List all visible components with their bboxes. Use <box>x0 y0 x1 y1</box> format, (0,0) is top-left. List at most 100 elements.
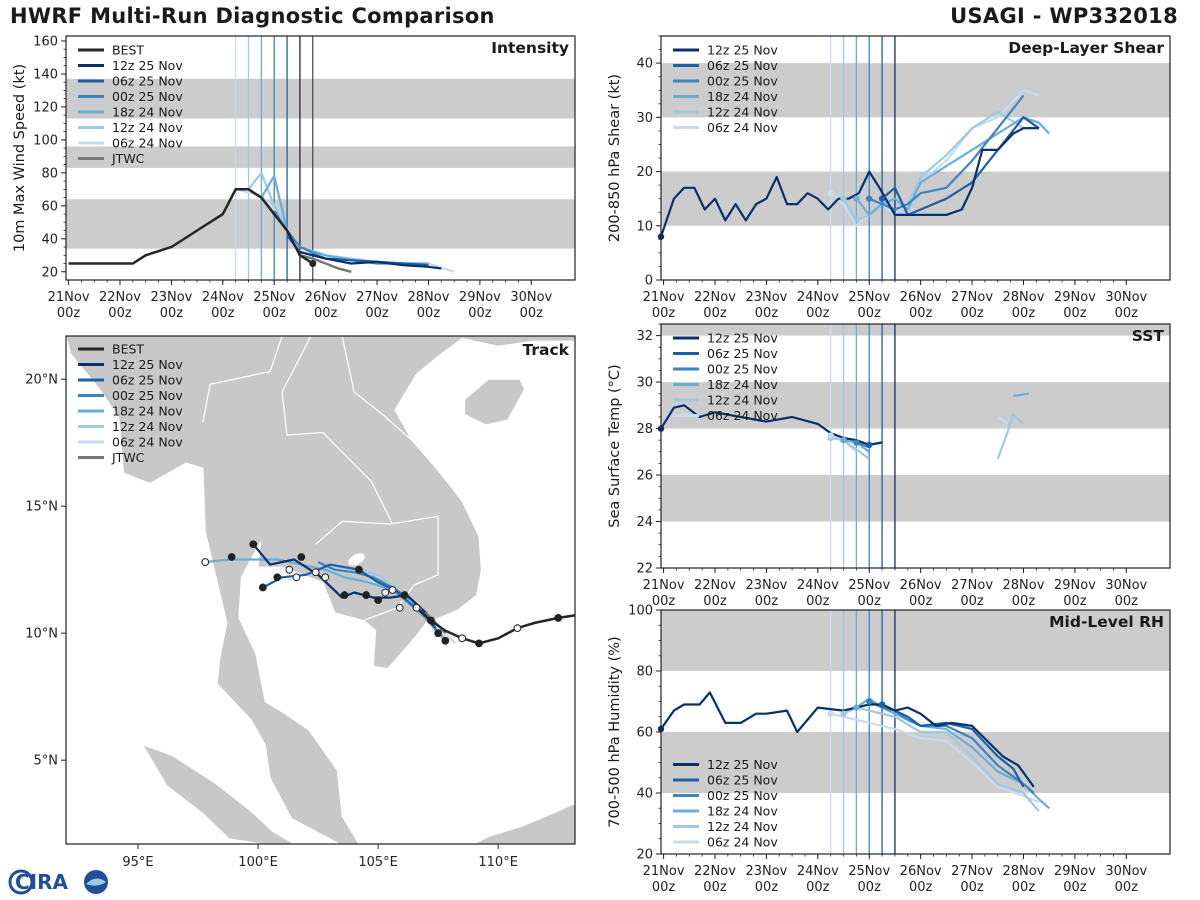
x-tick-label-hour: 00z <box>160 306 184 321</box>
shaded-band <box>66 146 575 168</box>
x-tick-label-hour: 00z <box>960 594 984 609</box>
x-tick-label-hour: 00z <box>1115 880 1139 895</box>
y-tick-label: 20 <box>41 265 58 280</box>
y-tick-label: 120 <box>33 100 58 115</box>
x-tick-label-date: 29Nov <box>1054 578 1096 593</box>
x-tick-label-date: 25Nov <box>848 578 890 593</box>
series-line <box>997 416 1009 425</box>
x-tick-label-date: 25Nov <box>253 290 295 305</box>
legend-label: 12z 24 Nov <box>707 105 778 120</box>
x-tick-label-hour: 00z <box>909 306 933 321</box>
legend-label: 12z 25 Nov <box>112 58 183 73</box>
y-tick-label: 60 <box>636 726 653 741</box>
x-tick-label-date: 28Nov <box>1003 578 1045 593</box>
x-tick-label-date: 26Nov <box>900 290 942 305</box>
best-track-marker <box>427 616 435 625</box>
run-init-point <box>840 710 847 717</box>
run-init-point <box>853 704 860 711</box>
x-tick-label-hour: 00z <box>652 594 676 609</box>
track-marker <box>412 603 421 612</box>
x-tick-label-date: 22Nov <box>99 290 141 305</box>
x-tick-label: 110°E <box>478 855 518 870</box>
x-tick-label-date: 27Nov <box>951 864 993 879</box>
legend-label: 12z 24 Nov <box>707 393 778 408</box>
x-tick-label-date: 26Nov <box>900 864 942 879</box>
x-tick-label-date: 28Nov <box>408 290 450 305</box>
best-track-line <box>68 188 314 265</box>
x-tick-label: 95°E <box>122 855 153 870</box>
x-tick-label-date: 21Nov <box>643 578 685 593</box>
legend-label: 06z 25 Nov <box>112 74 183 89</box>
legend-label: 06z 25 Nov <box>112 373 183 388</box>
x-tick-label-date: 22Nov <box>694 290 736 305</box>
x-tick-label-date: 27Nov <box>951 578 993 593</box>
series-line <box>996 412 1025 460</box>
run-init-point <box>827 190 834 197</box>
x-tick-label-hour: 00z <box>1012 594 1036 609</box>
run-init-point <box>866 698 873 705</box>
track-marker <box>340 591 349 599</box>
lake-tonle-sap <box>348 553 365 566</box>
x-tick-label-hour: 00z <box>108 306 132 321</box>
legend-label: 00z 25 Nov <box>707 74 778 89</box>
y-tick-label: 140 <box>33 67 58 82</box>
legend-label: 00z 25 Nov <box>112 388 183 403</box>
track-marker <box>355 565 363 574</box>
x-tick-label: 105°E <box>358 855 398 870</box>
plot-frame <box>65 35 576 281</box>
track-marker <box>441 636 450 645</box>
x-tick-label-hour: 00z <box>960 880 984 895</box>
x-tick-label-hour: 00z <box>1115 594 1139 609</box>
track-marker <box>285 565 294 574</box>
series-line <box>868 94 1025 211</box>
series-line <box>1013 392 1029 398</box>
legend-label: 18z 24 Nov <box>112 105 183 120</box>
track-marker <box>362 591 371 599</box>
x-tick-label-hour: 00z <box>806 594 830 609</box>
track-marker <box>273 573 282 582</box>
y-axis-label: 200-850 hPa Shear (kt) <box>607 74 623 242</box>
y-tick-label: 60 <box>41 199 58 214</box>
series-line <box>868 700 1035 794</box>
best-current-point <box>309 260 317 268</box>
y-tick-label: 10°N <box>25 627 58 642</box>
x-tick-label-date: 30Nov <box>1105 864 1147 879</box>
y-tick-label: 100 <box>628 604 653 619</box>
y-axis-label: 700-500 hPa Humidity (%) <box>607 636 623 827</box>
x-tick-label-hour: 00z <box>1012 880 1036 895</box>
track-marker <box>400 591 409 599</box>
intensity-panel: 2040608010012014016021Nov00z22Nov00z23No… <box>12 34 576 321</box>
run-init-point <box>878 701 886 708</box>
rh-panel: 2040608010021Nov00z22Nov00z23Nov00z24Nov… <box>607 604 1171 895</box>
country-border <box>341 335 413 441</box>
run-init-point <box>866 195 873 202</box>
y-tick-label: 160 <box>33 34 58 49</box>
x-tick-label-date: 21Nov <box>643 864 685 879</box>
legend-label: 12z 25 Nov <box>707 331 778 346</box>
x-tick-label-date: 24Nov <box>202 290 244 305</box>
shaded-band <box>661 610 1170 671</box>
x-tick-label-date: 29Nov <box>1054 290 1096 305</box>
cira-logo-wave <box>86 878 106 886</box>
track-marker <box>227 553 236 561</box>
y-tick-label: 40 <box>636 787 653 802</box>
x-tick-label-date: 24Nov <box>797 864 839 879</box>
x-tick-label-date: 21Nov <box>48 290 90 305</box>
y-tick-label: 32 <box>636 329 653 344</box>
run-init-point <box>853 439 860 446</box>
x-tick-label-hour: 00z <box>520 306 544 321</box>
track-marker <box>249 540 258 549</box>
x-tick-label-date: 23Nov <box>150 290 192 305</box>
legend-label: 18z 24 Nov <box>707 89 778 104</box>
best-track-marker <box>475 639 483 648</box>
y-tick-label: 80 <box>636 665 653 680</box>
country-border <box>363 516 439 622</box>
x-tick-label-hour: 00z <box>1063 594 1087 609</box>
best-track <box>415 606 576 645</box>
cira-logo: CIRA <box>8 869 108 895</box>
y-tick-label: 22 <box>636 562 653 577</box>
x-tick-label-date: 29Nov <box>1054 864 1096 879</box>
legend-label: BEST <box>112 43 144 58</box>
y-tick-label: 100 <box>33 133 58 148</box>
